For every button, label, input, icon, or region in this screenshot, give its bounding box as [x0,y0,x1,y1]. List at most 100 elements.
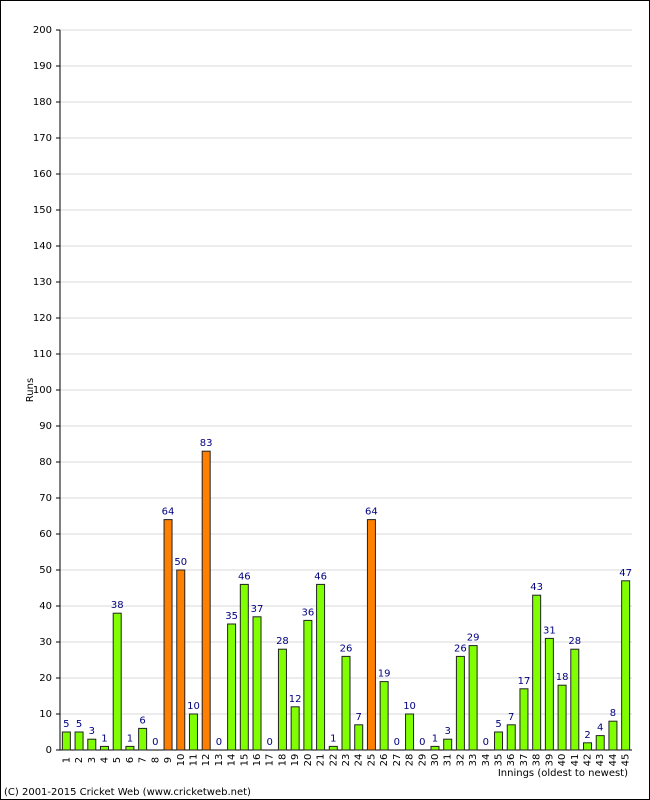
bar [61,731,71,751]
y-tick-label: 130 [33,277,52,288]
bar [366,519,376,751]
x-tick-label: 30 [430,754,441,767]
bar [557,684,567,751]
bar [494,731,504,751]
value-label: 46 [238,571,251,582]
bar [201,450,211,751]
x-tick-label: 5 [112,757,123,763]
bar [379,681,389,751]
x-tick-label: 21 [316,754,327,767]
bar [544,637,554,751]
y-tick-label: 140 [33,241,52,252]
bar [74,731,84,751]
bar [176,569,186,751]
value-label: 4 [597,723,603,734]
value-label: 1 [127,733,133,744]
value-label: 43 [530,582,543,593]
value-label: 6 [139,715,145,726]
value-label: 31 [543,625,556,636]
value-label: 37 [251,604,264,615]
x-tick-label: 4 [99,757,110,763]
value-label: 10 [403,701,416,712]
x-tick-label: 13 [214,754,225,767]
value-label: 26 [454,643,467,654]
value-label: 7 [508,712,514,723]
bar [430,745,440,751]
bar [239,583,249,751]
value-label: 0 [419,737,425,748]
bar [506,724,516,751]
bar [277,648,287,751]
bar [341,655,351,751]
value-label: 1 [101,733,107,744]
x-tick-label: 42 [583,754,594,767]
value-label: 19 [378,669,391,680]
x-tick-label: 37 [519,754,530,767]
value-label: 28 [568,636,581,647]
x-tick-label: 45 [621,754,632,767]
y-tick-label: 30 [39,637,52,648]
value-label: 2 [584,730,590,741]
x-tick-label: 15 [239,754,250,767]
y-tick-label: 40 [39,601,52,612]
value-label: 0 [483,737,489,748]
value-label: 12 [289,694,302,705]
x-tick-label: 36 [506,754,517,767]
value-label: 26 [340,643,353,654]
y-tick-label: 10 [39,709,52,720]
bar [405,713,415,751]
value-label: 36 [301,607,314,618]
bar [188,713,198,751]
value-label: 35 [225,611,238,622]
bar [608,720,618,751]
value-label: 29 [467,633,480,644]
x-tick-label: 6 [125,757,136,763]
y-tick-label: 60 [39,529,52,540]
x-tick-label: 26 [379,754,390,767]
y-tick-label: 160 [33,169,52,180]
bar [328,745,338,751]
value-label: 1 [330,733,336,744]
x-tick-label: 2 [74,757,85,763]
x-tick-label: 25 [366,754,377,767]
bar [354,724,364,751]
value-label: 3 [89,726,95,737]
x-tick-label: 10 [176,754,187,767]
y-tick-label: 180 [33,97,52,108]
x-tick-label: 3 [87,757,98,763]
bar [316,583,326,751]
x-tick-label: 32 [455,754,466,767]
value-label: 7 [356,712,362,723]
y-tick-label: 100 [33,385,52,396]
bar [125,745,135,751]
x-tick-label: 33 [468,754,479,767]
y-tick-label: 170 [33,133,52,144]
x-tick-label: 7 [138,757,149,763]
bar [138,727,148,751]
x-tick-label: 8 [150,757,161,763]
bar [99,745,109,751]
y-tick-label: 20 [39,673,52,684]
value-label: 17 [518,676,531,687]
bar [163,519,173,751]
value-label: 46 [314,571,327,582]
value-label: 47 [619,568,632,579]
x-tick-label: 38 [532,754,543,767]
value-label: 0 [152,737,158,748]
x-tick-label: 29 [417,754,428,767]
y-tick-label: 70 [39,493,52,504]
value-label: 64 [365,507,378,518]
x-tick-label: 1 [61,757,72,763]
x-tick-label: 20 [303,754,314,767]
bar [227,623,237,751]
x-tick-label: 41 [570,754,581,767]
bar [443,738,453,751]
x-tick-label: 9 [163,757,174,763]
x-tick-label: 44 [608,754,619,767]
y-tick-label: 150 [33,205,52,216]
bar [583,742,593,751]
bar [303,619,313,751]
x-axis-label: Innings (oldest to newest) [498,768,628,779]
bar [532,594,542,751]
